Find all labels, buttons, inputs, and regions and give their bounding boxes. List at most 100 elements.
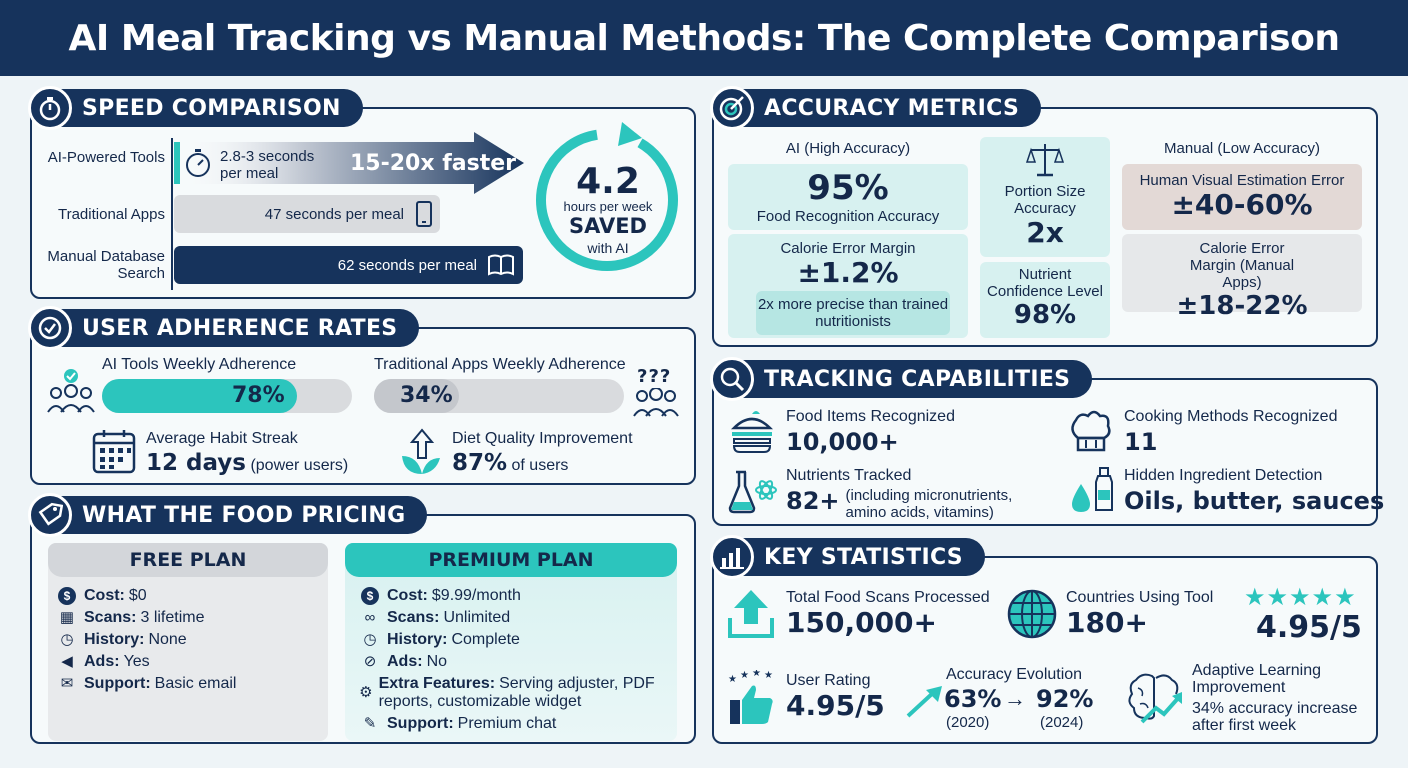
plan-row-icon: ▦ [59,609,75,626]
speed-label-traditional: Traditional Apps [57,206,165,223]
plan-row-key: History: [387,631,448,648]
plan-row-icon: ◷ [363,631,377,648]
trad-adherence-value: 34% [400,383,453,408]
chef-hat-icon [1071,410,1111,452]
stars-rating-value: 4.95/5 [1256,610,1362,645]
checkmark-icon [28,306,72,350]
stopwatch-icon [28,86,72,130]
plan-row-text: Cost: $0 [84,587,147,605]
evolution-to: 92% [1036,685,1094,713]
ai-adherence-label: AI Tools Weekly Adherence [102,356,297,373]
tracking-heading: TRACKING CAPABILITIES [710,357,1093,401]
plan-row-icon: ⚙ [359,684,373,701]
plan-row-icon: ◀ [61,653,73,670]
user-rating-value: 4.95/5 [786,689,885,722]
cooking-value: 11 [1124,428,1158,456]
scans-label: Total Food Scans Processed [786,589,990,606]
nutrients-note: (including micronutrients, amino acids, … [845,487,1013,521]
oil-drop-icon [1072,467,1113,512]
diet-value: 87% [452,450,508,476]
ai-adherence-fill [102,379,297,413]
plan-row-icon: ⊘ [363,653,377,670]
trad-adherence-label: Traditional Apps Weekly Adherence [374,356,626,373]
plan-row-text: Support: Premium chat [387,715,556,733]
speed-axis [171,138,173,290]
manual-calorie-label: Calorie Error Margin (Manual Apps) [1189,240,1295,291]
plan-row: ◷ History: None [56,631,328,649]
premium-plan-header: PREMIUM PLAN [345,543,677,577]
plan-row: ∞ Scans: Unlimited [359,609,677,627]
streak-label: Average Habit Streak [146,430,298,447]
free-plan-header: FREE PLAN [48,543,328,577]
plan-row-value: $9.99/month [431,587,521,604]
saved-ring [536,122,678,271]
scans-value: 150,000+ [786,606,937,639]
diet-label: Diet Quality Improvement [452,430,633,447]
hidden-ingredients-value: Oils, butter, sauces [1124,487,1385,515]
evolution-label: Accuracy Evolution [946,666,1083,683]
saved-word: SAVED [569,214,647,238]
plan-row-text: Ads: Yes [84,653,150,671]
plan-row: ◷ History: Complete [359,631,677,649]
star-icon: ★ [1244,584,1267,611]
manual-calorie-card: Calorie Error Margin (Manual Apps) ±18-2… [1122,234,1362,321]
header-banner: AI Meal Tracking vs Manual Methods: The … [0,0,1408,76]
growth-arrow-icon [906,686,942,718]
thumbs-up-icon: ★ ★ ★ ★ [728,670,773,724]
countries-stat: Countries Using Tool 180+ [1066,589,1213,639]
streak-line: 12 days (power users) [146,450,348,476]
plan-row-text: Scans: 3 lifetime [84,609,205,627]
plan-row: ⚙ Extra Features: Serving adjuster, PDF re… [359,675,677,711]
plan-row-icon: ✉ [60,675,74,692]
book-icon [488,254,514,276]
ai-precision-note: 2x more precise than trained nutritionis… [756,291,950,335]
page-title: AI Meal Tracking vs Manual Methods: The … [68,17,1340,59]
globe-icon [1007,589,1057,639]
adherence-heading-text: USER ADHERENCE RATES [82,315,398,341]
plan-row-text: History: None [84,631,187,649]
evolution-to-year: (2024) [1040,714,1084,731]
plan-row-key: Scans: [387,609,440,626]
nutrients-stat: Nutrients Tracked 82+ (including micronu… [786,467,1046,521]
adaptive-label: Adaptive Learning Improvement [1192,662,1321,696]
speed-label-manual: Manual Database Search [47,248,165,282]
streak-note: (power users) [250,457,349,474]
nutrients-value: 82+ [786,487,840,515]
free-plan-rows: $ Cost: $0 ▦ Scans: 3 lifetime ◷ History: None ◀ A… [48,577,328,693]
magnifier-icon [710,357,754,401]
evolution-from: 63% [944,685,1002,713]
brain-icon [1128,673,1182,724]
plan-row-value: Premium chat [457,715,557,732]
streak-value: 12 days [146,450,246,476]
speed-bar-manual: 62 seconds per meal [174,246,523,284]
manual-visual-value: ±40-60% [1171,188,1313,221]
users-check-icon [47,369,95,413]
svg-text:★: ★ [752,670,761,679]
plan-row-text: Scans: Unlimited [387,609,510,627]
evolution-arrow: → [1004,686,1026,711]
plan-row-value: Yes [123,653,150,670]
premium-plan-title: PREMIUM PLAN [428,549,594,571]
manual-visual-label: Human Visual Estimation Error [1139,172,1345,189]
plan-row-key: Extra Features: [378,675,496,692]
diet-line: 87% of users [452,450,568,476]
plan-row-text: Ads: No [387,653,447,671]
upload-icon [728,590,774,638]
plan-row: $ Cost: $0 [56,587,328,605]
plan-row-value: Unlimited [443,609,511,626]
timer-icon [186,149,210,177]
trad-adherence-fill [374,379,459,413]
faster-label: 15-20x faster [350,151,517,176]
ai-accuracy-header: AI (High Accuracy) [785,140,911,157]
plan-row-icon: ∞ [364,609,376,626]
plan-row-text: History: Complete [387,631,520,649]
faster-arrow [174,132,524,194]
tag-icon [28,493,72,537]
plan-row-key: Support: [387,715,454,732]
ai-calorie-label: Calorie Error Margin [780,240,916,257]
saved-value: 4.2 [576,161,640,202]
plan-row-key: Ads: [387,653,423,670]
users-question-icon [633,388,679,417]
food-items-stat: Food Items Recognized 10,000+ [786,408,955,458]
nutrient-card: Nutrient Confidence Level 98% [980,262,1110,338]
